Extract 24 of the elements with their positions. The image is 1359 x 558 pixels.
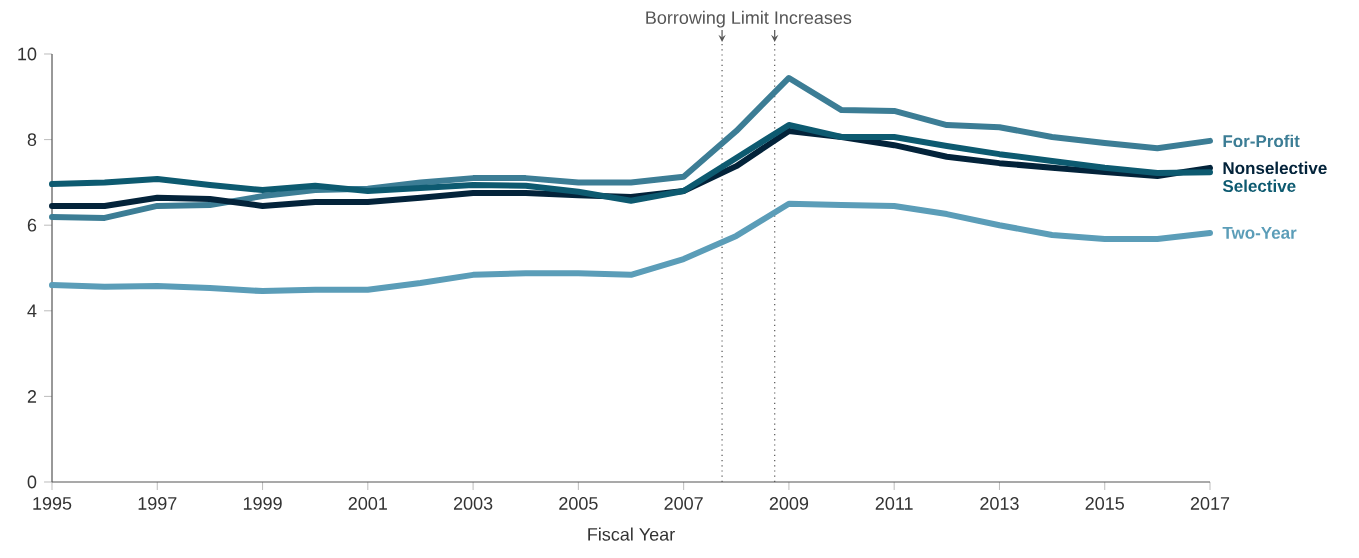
y-tick-label: 8 [27, 133, 37, 146]
series-label: Nonselective [1223, 161, 1327, 175]
y-tick-label: 4 [27, 304, 37, 317]
x-tick-label: 2009 [769, 497, 809, 510]
x-tick-label: 2007 [664, 497, 703, 510]
x-tick-label: 1995 [33, 497, 72, 510]
y-tick-label: 2 [27, 390, 37, 403]
y-tick-label: 6 [27, 218, 37, 232]
x-tick-label: 2015 [1085, 497, 1124, 510]
x-axis-title: Fiscal Year [588, 527, 675, 541]
text: Borrowing Limit Increases [646, 10, 852, 28]
x-tick-label: 1999 [243, 497, 282, 510]
x-tick-label: 2005 [559, 497, 598, 510]
x-tick-label: 1997 [138, 497, 177, 510]
x-tick-label: 2003 [453, 497, 493, 510]
x-tick-label: 2011 [875, 497, 913, 510]
series-label: Two-Year [1222, 226, 1297, 239]
x-tick-label: 2017 [1190, 497, 1230, 510]
y-tick-label: 0 [27, 475, 37, 489]
y-tick-label: 10 [18, 47, 37, 61]
series-label: Selective [1222, 179, 1296, 193]
x-tick-label: 2013 [980, 497, 1019, 510]
x-tick-label: 2001 [348, 497, 387, 510]
series-label: For-Profit [1223, 134, 1300, 148]
